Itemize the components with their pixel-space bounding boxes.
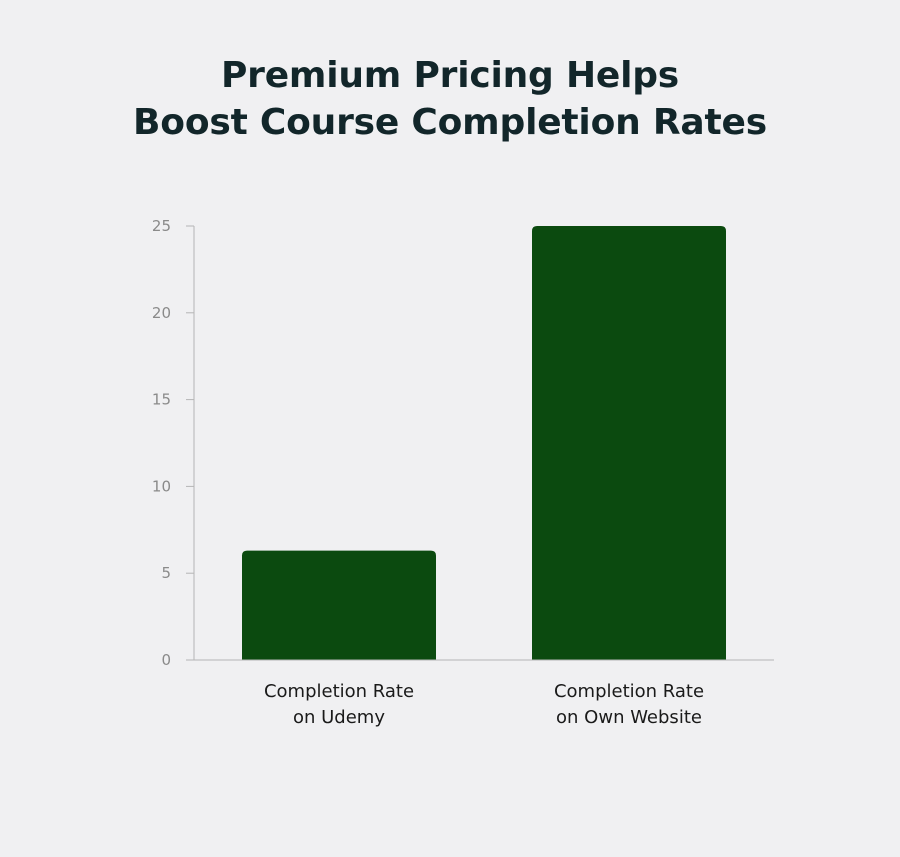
bars <box>242 226 726 660</box>
x-category-label-line: on Udemy <box>293 707 385 728</box>
bar-1 <box>242 550 436 660</box>
x-axis: Completion Rate on Udemy Completion Rate on… <box>194 659 774 728</box>
chart-title: Premium Pricing Helps Boost Course Compl… <box>0 52 900 146</box>
x-category-label: Completion Rate on Own Website <box>554 681 704 728</box>
y-tick-label: 25 <box>152 217 171 235</box>
chart-title-line-2: Boost Course Completion Rates <box>133 102 767 143</box>
y-tick-label: 5 <box>161 564 171 582</box>
y-tick-label: 15 <box>152 391 171 409</box>
chart-title-line-1: Premium Pricing Helps <box>220 55 680 96</box>
x-category-label: Completion Rate on Udemy <box>264 681 414 728</box>
x-category-label-line: Completion Rate <box>264 681 414 702</box>
y-axis: 0 5 10 15 20 25 <box>152 217 195 669</box>
bar-2 <box>532 226 726 660</box>
y-tick-label: 0 <box>161 651 171 669</box>
x-category-label-line: Completion Rate <box>554 681 704 702</box>
y-tick-label: 10 <box>152 477 171 495</box>
y-tick-label: 20 <box>152 304 171 322</box>
x-category-label-line: on Own Website <box>556 707 702 728</box>
